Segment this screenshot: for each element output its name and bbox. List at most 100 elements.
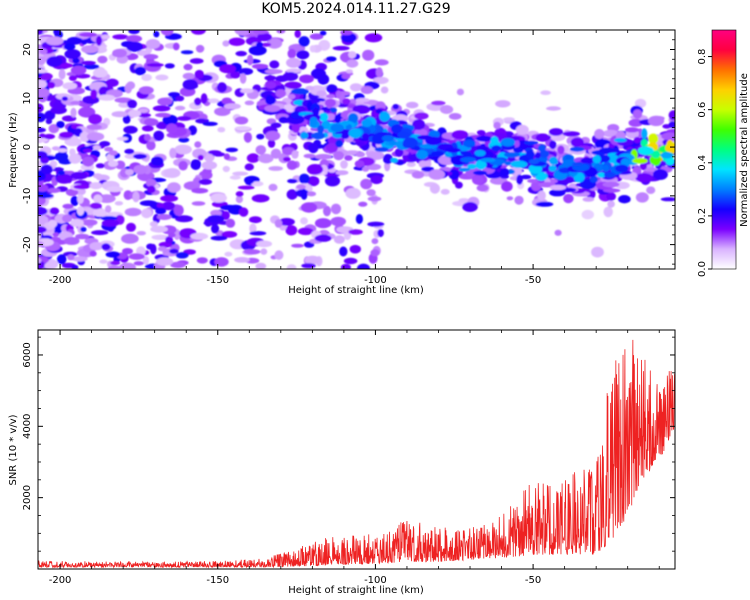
spectrogram-blob	[615, 164, 629, 173]
spectrogram-blob	[291, 122, 300, 133]
spectrogram-blob	[175, 95, 185, 102]
spectrogram-blob	[224, 251, 233, 257]
spectrogram-blob	[349, 244, 361, 254]
spectrogram-blob	[299, 74, 314, 84]
spectrogram-blob	[356, 141, 365, 147]
spectrogram-blob	[133, 164, 148, 175]
spectrogram-blob	[208, 98, 220, 104]
spectrogram-blob	[267, 139, 276, 148]
spectrogram-blob	[535, 201, 554, 207]
spectrogram-blob	[62, 214, 73, 223]
spectrogram-blob	[70, 195, 79, 207]
spectrogram-blob	[367, 221, 385, 227]
spectrogram-blob	[287, 48, 297, 59]
spectrogram-blob	[122, 248, 133, 255]
spectrogram-blob	[125, 169, 134, 176]
spectrogram-blob	[301, 263, 316, 269]
spectrogram-x-ticks: -200 -150 -100 -50	[49, 30, 660, 286]
spectrogram-blob	[89, 182, 103, 190]
spectrogram-blob	[325, 94, 336, 99]
spectrogram-blob	[294, 30, 301, 38]
spectrogram-blob	[144, 133, 151, 142]
spectrogram-blob	[668, 121, 675, 129]
spectrogram-blob	[300, 217, 308, 225]
spectrogram-blob	[38, 56, 46, 65]
spectrogram-blob	[214, 107, 231, 116]
spectrogram-blob	[314, 234, 332, 242]
spectrogram-blob	[261, 42, 272, 47]
spectrogram-blob	[164, 63, 175, 69]
spectrogram-blob	[375, 109, 383, 114]
spectrogram-blob	[637, 146, 654, 156]
spectrogram-blob	[503, 117, 515, 122]
spectrogram-blob	[107, 265, 123, 269]
y-tick-label: 0	[22, 144, 33, 150]
spectrogram-blob	[260, 248, 268, 255]
spectrogram-blob	[155, 207, 167, 215]
spectrogram-blob	[625, 127, 639, 133]
spectrogram-blob	[163, 168, 181, 178]
spectrogram-blob	[142, 255, 150, 265]
spectrogram-blob	[38, 69, 48, 74]
spectrogram-blob	[219, 64, 237, 74]
spectrogram-blob	[178, 137, 190, 143]
spectrogram-blob	[255, 262, 267, 269]
spectrogram-blob	[95, 163, 105, 169]
spectrogram-blob	[324, 175, 341, 187]
spectrogram-blob	[632, 109, 643, 119]
spectrogram-blob	[354, 160, 365, 168]
spectrogram-blob	[72, 57, 80, 64]
spectrogram-blob	[370, 175, 383, 185]
spectrogram-blob	[214, 257, 229, 267]
spectrogram-blob	[83, 64, 100, 70]
spectrogram-blob	[265, 130, 281, 141]
spectrogram-blob	[221, 231, 238, 238]
spectrogram-blob	[229, 175, 241, 180]
spectrogram-blob	[196, 257, 208, 264]
spectrogram-blob	[604, 172, 616, 178]
spectrogram-blob	[60, 63, 74, 68]
spectrogram-blob	[602, 181, 620, 188]
spectrogram-blob	[247, 54, 254, 66]
spectrogram-blob	[141, 208, 153, 219]
spectrogram-blob	[534, 152, 541, 159]
spectrogram-blob	[128, 30, 140, 35]
spectrogram-blob	[635, 192, 649, 203]
spectrogram-blob	[66, 36, 83, 45]
spectrogram-blob	[602, 164, 610, 172]
spectrogram-blob	[63, 43, 76, 51]
spectrogram-blob	[594, 128, 605, 140]
spectrogram-blob	[467, 163, 477, 170]
spectrogram-blob	[411, 171, 425, 179]
spectrogram-blob	[230, 71, 241, 79]
spectrogram-blob	[256, 240, 273, 248]
spectrogram-blob	[38, 257, 42, 264]
spectrogram-blob	[660, 151, 674, 159]
spectrogram-blob	[198, 178, 213, 185]
spectrogram-blob	[251, 194, 270, 203]
spectrogram-blob	[38, 138, 49, 143]
spectrogram-blob	[306, 164, 324, 175]
spectrogram-blob	[440, 105, 454, 114]
spectrogram-blob	[92, 173, 103, 179]
spectrogram-blob	[592, 155, 602, 164]
snr-x-ticks: -200 -150 -100 -50	[49, 330, 660, 586]
spectrogram-blob	[38, 87, 50, 98]
spectrogram-blob	[73, 184, 90, 190]
spectrogram-blob	[225, 147, 238, 153]
spectrogram-blob	[216, 82, 227, 93]
spectrogram-blob	[298, 173, 310, 184]
spectrogram-blob	[268, 166, 284, 171]
colorbar-gradient	[712, 30, 736, 269]
spectrogram-blob	[101, 34, 110, 40]
spectrogram-blob	[223, 153, 230, 160]
spectrogram-blob	[364, 33, 383, 43]
spectrogram-blob	[366, 189, 376, 197]
spectrogram-blob	[48, 124, 60, 134]
spectrogram-blob	[51, 146, 60, 151]
spectrogram-blob	[78, 106, 96, 118]
spectrogram-blob	[56, 254, 67, 265]
spectrogram-blob	[221, 97, 233, 105]
spectrogram-blob	[70, 171, 88, 180]
